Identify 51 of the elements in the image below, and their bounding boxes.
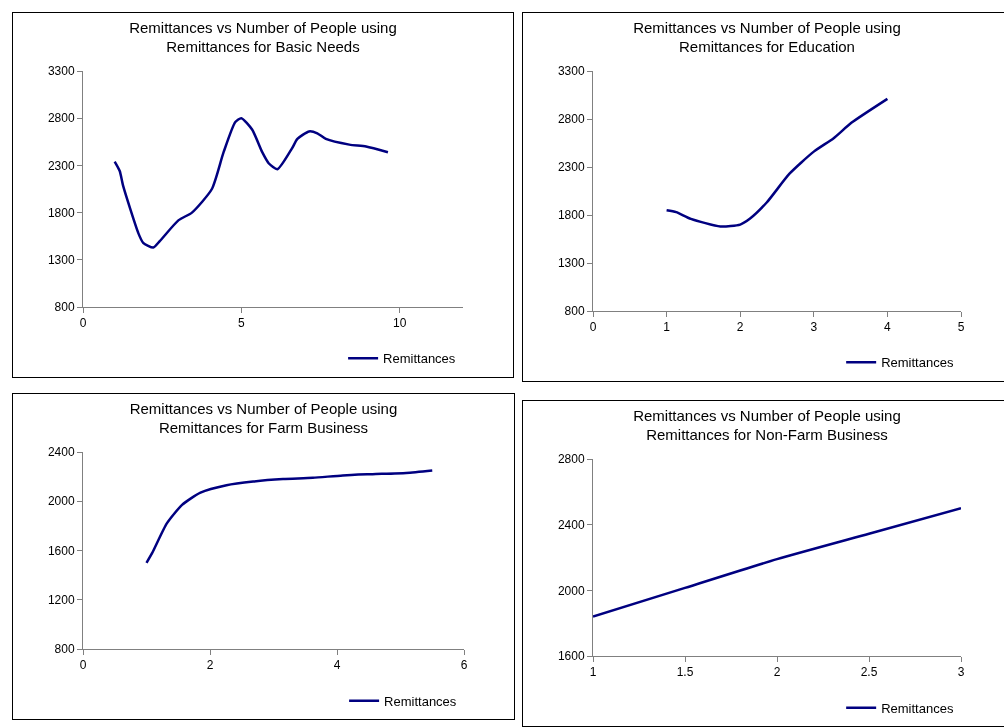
y-tick-label: 1800: [557, 208, 585, 223]
x-tick-label: 0: [79, 658, 87, 673]
line-series: [145, 469, 434, 565]
legend-label: Remittances: [881, 355, 954, 371]
y-tick-label: 2300: [557, 160, 585, 175]
y-tick-label: 800: [564, 304, 585, 319]
y-tick-label: 2800: [47, 111, 75, 126]
chart-title: Remittances vs Number of People using Remittances for Non-Farm Business: [633, 406, 901, 443]
x-tick-label: 6: [460, 658, 468, 673]
y-tick-label: 1200: [47, 592, 75, 607]
chart-title: Remittances vs Number of People using Remittances for Farm Business: [129, 399, 398, 436]
x-tick-label: 3: [810, 320, 818, 335]
y-tick-label: 1300: [47, 253, 75, 267]
legend-label: Remittances: [384, 693, 457, 709]
x-tick-label: 2: [773, 665, 781, 680]
y-tick-label: 1300: [557, 256, 585, 271]
x-tick-label: 2.5: [860, 665, 878, 680]
y-tick-label: 3300: [557, 64, 585, 79]
x-tick-label: 3: [957, 665, 965, 680]
y-tick-label: 1600: [47, 543, 75, 558]
y-tick-label: 2800: [557, 452, 585, 467]
chart-title: Remittances vs Number of People using Remittances for Education: [633, 18, 901, 55]
x-tick-label: 5: [957, 320, 965, 335]
y-tick-label: 800: [54, 300, 75, 315]
y-tick-label: 2800: [557, 112, 585, 127]
y-tick-label: 3300: [47, 64, 75, 79]
line-series: [665, 97, 889, 228]
x-tick-label: 2: [736, 320, 744, 335]
line-series: [593, 507, 961, 618]
legend-label: Remittances: [881, 700, 954, 716]
legend-label: Remittances: [383, 351, 456, 367]
x-tick-label: 10: [392, 316, 407, 331]
x-tick-label: 0: [589, 320, 597, 335]
y-tick-label: 2000: [47, 494, 75, 509]
y-tick-label: 2400: [47, 445, 75, 460]
y-tick-label: 800: [54, 642, 75, 657]
x-tick-label: 1: [663, 320, 671, 335]
y-tick-label: 1600: [557, 649, 585, 664]
y-tick-label: 2400: [557, 517, 585, 532]
line-series: [113, 116, 390, 249]
chart-title: Remittances vs Number of People using Remittances for Basic Needs: [129, 18, 397, 55]
x-tick-label: 1: [589, 665, 597, 680]
x-tick-label: 2: [206, 658, 214, 673]
y-tick-label: 1800: [47, 205, 75, 220]
x-tick-label: 1.5: [676, 665, 694, 680]
x-tick-label: 5: [237, 316, 245, 331]
x-tick-label: 4: [333, 658, 341, 673]
y-tick-label: 2000: [557, 583, 585, 598]
x-tick-label: 0: [79, 316, 87, 331]
y-tick-label: 2300: [47, 158, 75, 173]
x-tick-label: 4: [884, 320, 892, 335]
